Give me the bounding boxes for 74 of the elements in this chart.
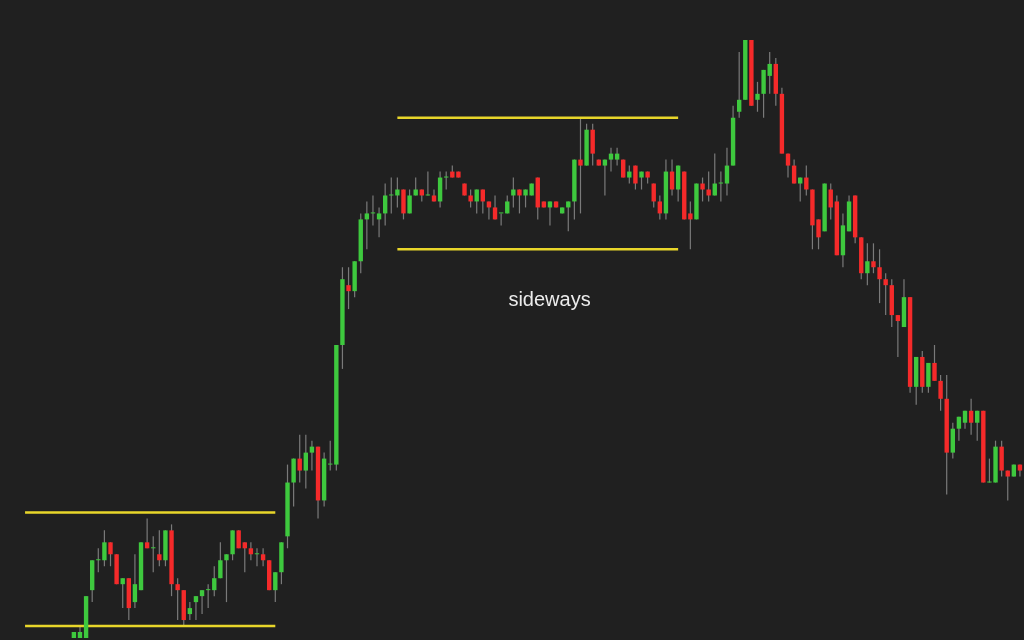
candlestick — [309, 440, 315, 472]
candlestick — [669, 159, 675, 197]
candlestick — [108, 541, 113, 567]
candlestick — [425, 170, 431, 197]
candlestick — [248, 541, 254, 561]
candlestick — [297, 434, 302, 484]
candlestick — [578, 117, 583, 215]
candlestick — [926, 362, 931, 394]
candlestick — [254, 547, 260, 567]
candlestick — [932, 344, 937, 382]
candlestick — [614, 147, 620, 167]
candlestick — [791, 159, 797, 185]
candlestick — [608, 147, 614, 173]
candlestick — [224, 553, 229, 603]
candlestick — [590, 123, 595, 167]
candlestick — [382, 182, 388, 226]
candlestick — [157, 529, 162, 567]
candlestick — [804, 164, 809, 197]
candlestick — [364, 200, 370, 250]
candlestick — [218, 541, 223, 579]
candlestick — [657, 194, 663, 220]
candlestick — [486, 200, 492, 220]
candlestick — [389, 176, 394, 215]
candlestick — [688, 200, 693, 250]
candlestick — [120, 577, 125, 609]
candlestick — [761, 69, 766, 119]
candlestick — [212, 565, 217, 597]
candlestick — [566, 200, 571, 232]
candlestick — [175, 577, 180, 621]
candlestick — [767, 51, 772, 95]
candlestick — [498, 212, 504, 226]
candlestick — [328, 440, 333, 472]
candlestick — [370, 194, 376, 226]
candlestick — [187, 601, 193, 621]
candlestick — [871, 242, 876, 274]
candlestick — [376, 206, 382, 238]
candlestick — [230, 529, 235, 561]
candlestick — [675, 164, 681, 203]
candlestick — [1005, 469, 1010, 502]
candlestick — [950, 422, 956, 460]
candlestick — [999, 440, 1004, 478]
candlestick — [700, 176, 705, 203]
candlestick — [736, 51, 742, 119]
candlestick — [102, 529, 107, 567]
candlestick — [865, 242, 870, 286]
candlestick — [144, 517, 150, 549]
candlestick — [346, 266, 351, 310]
candlestick — [547, 200, 553, 226]
candlestick — [151, 535, 156, 573]
candlestick — [96, 547, 101, 573]
candlestick — [205, 583, 211, 609]
candlestick — [303, 434, 309, 490]
candlestick — [291, 458, 296, 508]
candlestick — [193, 595, 199, 621]
candlestick — [132, 553, 138, 609]
candlestick — [975, 410, 980, 442]
candlestick — [968, 398, 974, 436]
candlestick — [706, 170, 711, 203]
candlestick — [938, 374, 943, 412]
candlestick — [895, 314, 901, 358]
candlestick — [883, 272, 888, 316]
annotation: sideways — [508, 287, 591, 310]
candlestick — [395, 176, 400, 209]
candlestick — [401, 188, 406, 220]
candlestick — [877, 248, 882, 304]
candlestick — [242, 541, 247, 573]
candlestick — [511, 176, 516, 209]
candlestick — [602, 159, 608, 197]
candlestick — [724, 147, 730, 197]
candlestick — [755, 81, 760, 113]
candlestick — [718, 170, 724, 203]
candlestick — [260, 547, 266, 567]
candlestick — [199, 589, 205, 615]
candlestick — [273, 571, 278, 603]
